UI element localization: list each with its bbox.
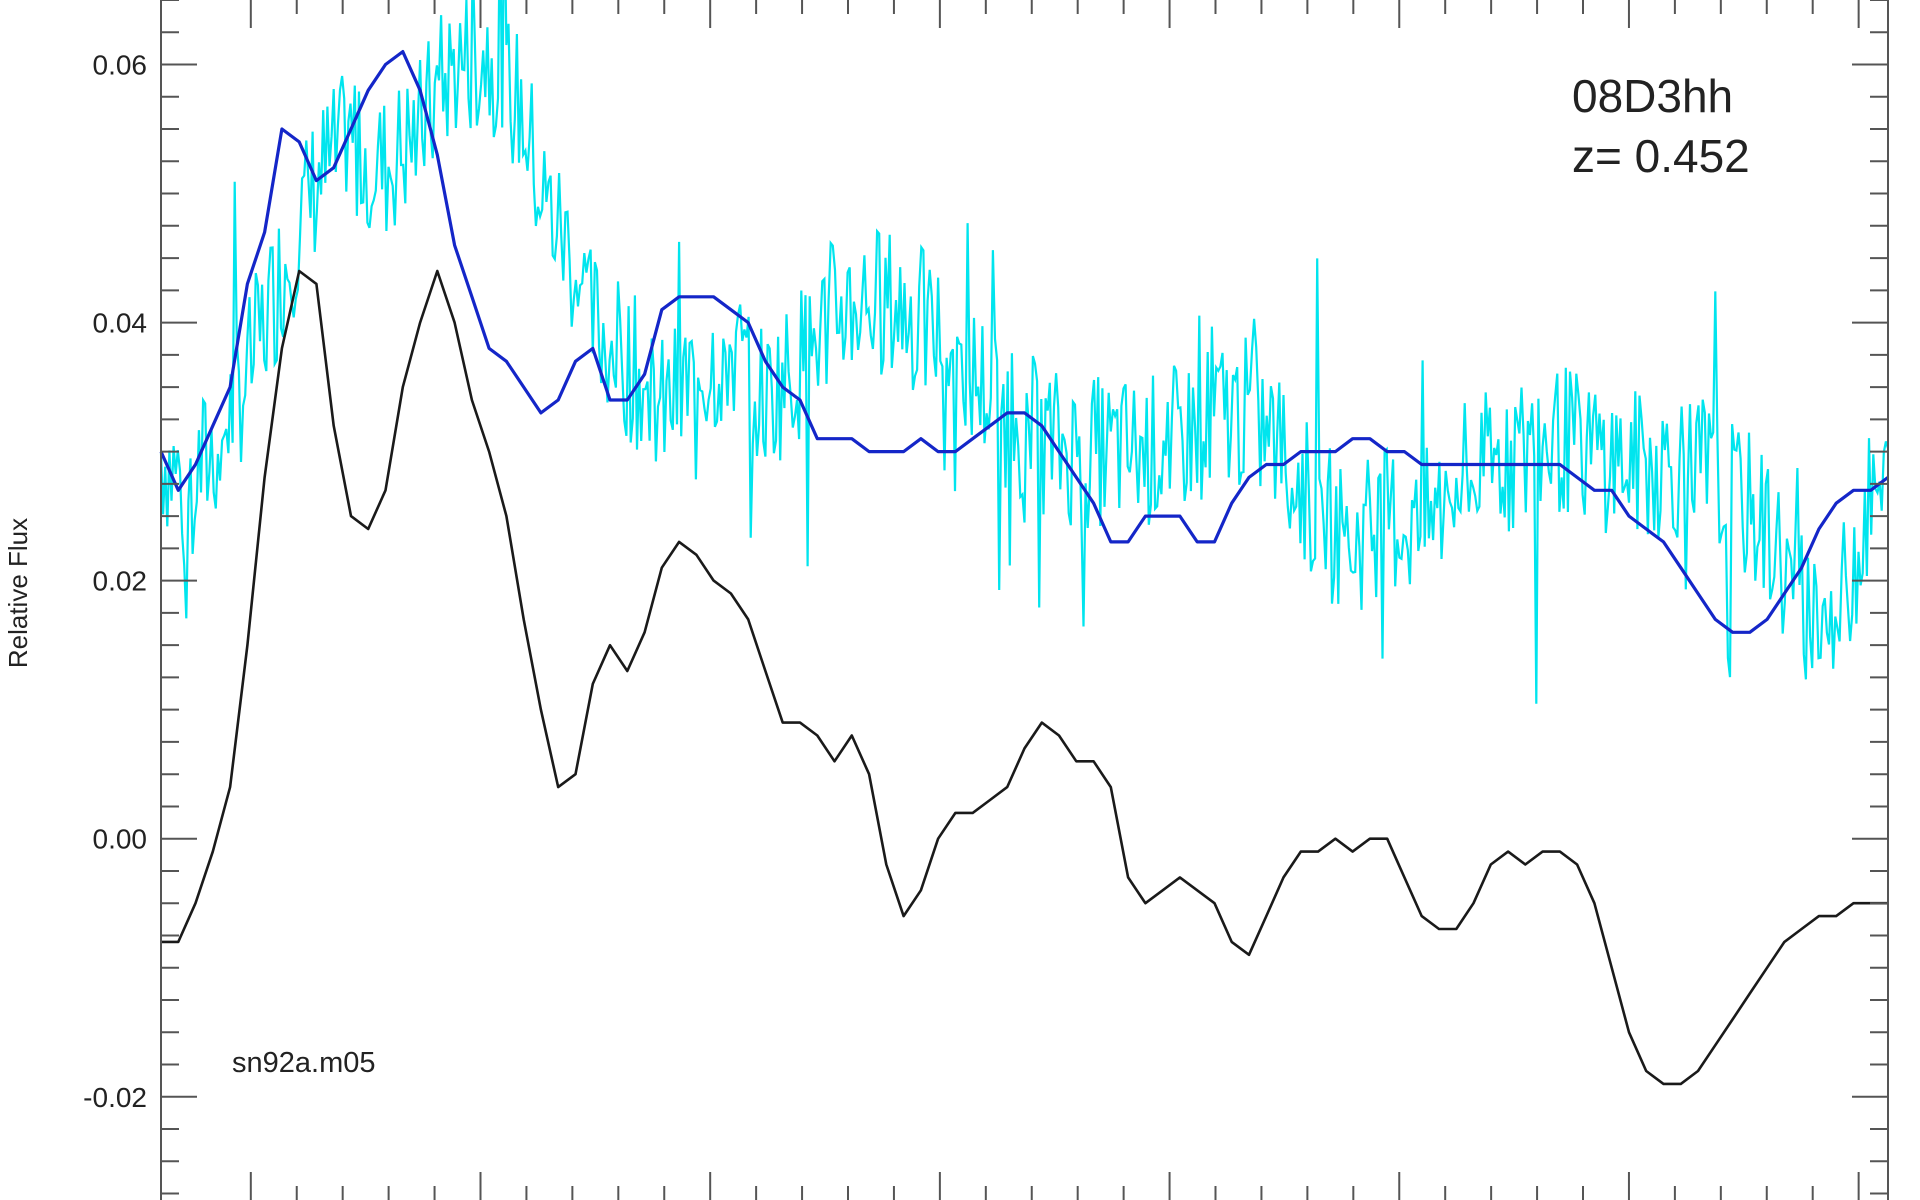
y-axis-label: Relative Flux bbox=[3, 518, 33, 668]
series-template-line bbox=[161, 269, 1888, 1086]
series-observed-smoothed-line bbox=[159, 50, 1889, 634]
redshift-annotation: z= 0.452 bbox=[1572, 130, 1750, 182]
y-tick-label: -0.02 bbox=[83, 1082, 147, 1113]
series-layer bbox=[159, 0, 1890, 1086]
tick-label-layer: -0.02 0.00 0.02 0.04 0.06 bbox=[83, 50, 147, 1113]
series-observed-raw-line bbox=[159, 0, 1890, 704]
object-name-annotation: 08D3hh bbox=[1572, 70, 1733, 122]
y-tick-label: 0.00 bbox=[93, 824, 148, 855]
y-tick-label: 0.02 bbox=[93, 566, 148, 597]
template-name-annotation: sn92a.m05 bbox=[232, 1047, 376, 1079]
y-tick-label: 0.04 bbox=[93, 308, 148, 339]
axes-layer bbox=[160, 0, 1889, 1200]
y-tick-label: 0.06 bbox=[93, 50, 148, 81]
